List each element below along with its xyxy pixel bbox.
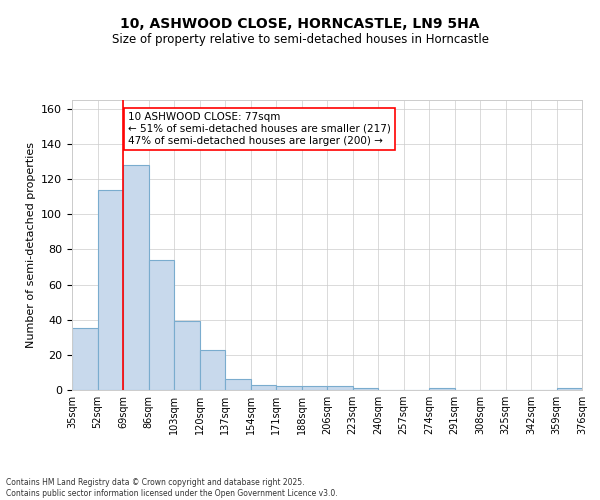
Text: Contains HM Land Registry data © Crown copyright and database right 2025.
Contai: Contains HM Land Registry data © Crown c…: [6, 478, 338, 498]
Bar: [225, 380, 251, 390]
Bar: [174, 322, 199, 390]
Bar: [302, 386, 327, 390]
Bar: [251, 384, 276, 390]
Text: 10, ASHWOOD CLOSE, HORNCASTLE, LN9 5HA: 10, ASHWOOD CLOSE, HORNCASTLE, LN9 5HA: [120, 18, 480, 32]
Text: 10 ASHWOOD CLOSE: 77sqm
← 51% of semi-detached houses are smaller (217)
47% of s: 10 ASHWOOD CLOSE: 77sqm ← 51% of semi-de…: [128, 112, 391, 146]
Bar: [72, 328, 97, 390]
Bar: [327, 386, 353, 390]
Bar: [276, 386, 302, 390]
Bar: [557, 388, 582, 390]
Bar: [97, 190, 123, 390]
Bar: [199, 350, 225, 390]
Y-axis label: Number of semi-detached properties: Number of semi-detached properties: [26, 142, 35, 348]
Bar: [353, 388, 378, 390]
Bar: [123, 165, 149, 390]
Text: Size of property relative to semi-detached houses in Horncastle: Size of property relative to semi-detach…: [112, 32, 488, 46]
Bar: [429, 388, 455, 390]
Bar: [149, 260, 174, 390]
